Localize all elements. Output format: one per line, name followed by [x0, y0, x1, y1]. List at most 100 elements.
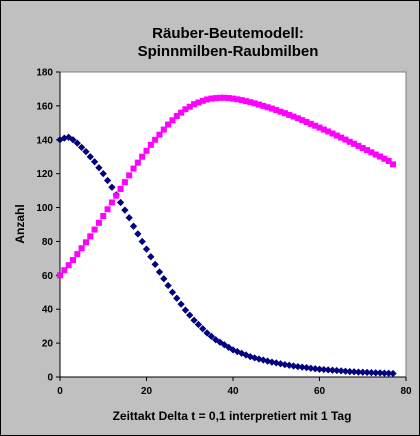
data-point-diamond [78, 143, 86, 152]
data-point-diamond [194, 320, 203, 329]
data-point-diamond [90, 158, 99, 166]
x-tick-label: 80 [400, 386, 412, 397]
data-point-diamond [220, 341, 228, 349]
data-point-diamond [298, 363, 306, 371]
data-point-diamond [281, 361, 289, 369]
data-point-square [390, 161, 397, 168]
data-point-diamond [186, 311, 194, 319]
data-point-square [113, 192, 120, 199]
y-tick-label: 160 [36, 101, 53, 112]
data-point-diamond [294, 363, 302, 371]
data-point-diamond [229, 346, 237, 354]
data-point-square [169, 117, 176, 124]
y-axis-ticks: 0 20 40 60 80 100 120 140 160 180 [36, 68, 60, 384]
data-point-square [134, 159, 141, 166]
data-point-diamond [151, 260, 159, 268]
data-point-diamond [212, 336, 220, 344]
data-point-diamond [307, 364, 315, 372]
data-point-square [178, 109, 185, 116]
data-point-diamond [160, 275, 168, 283]
data-point-diamond [65, 133, 73, 141]
data-point-square [65, 262, 72, 269]
data-point-diamond [311, 365, 319, 373]
data-point-diamond [173, 294, 181, 302]
data-point-diamond [99, 170, 107, 178]
data-point-diamond [207, 332, 215, 340]
chart-title-line-2: Spinnmilben-Raubmilben [138, 43, 319, 60]
y-tick-label: 40 [42, 305, 54, 316]
data-point-square [95, 219, 102, 226]
data-point-diamond [69, 136, 77, 144]
data-point-square [91, 226, 98, 233]
y-tick-label: 20 [42, 339, 54, 350]
data-point-diamond [134, 230, 142, 238]
y-tick-label: 180 [36, 68, 53, 79]
data-point-diamond [203, 329, 211, 337]
data-point-square [147, 141, 154, 148]
data-point-diamond [73, 139, 81, 147]
y-tick-label: 140 [36, 135, 53, 146]
data-point-diamond [302, 364, 311, 372]
data-point-diamond [289, 362, 298, 370]
data-point-diamond [168, 288, 177, 296]
data-point-square [160, 126, 167, 133]
data-point-square [82, 239, 89, 246]
data-point-diamond [190, 316, 198, 324]
y-tick-label: 0 [47, 373, 53, 384]
data-point-diamond [285, 361, 293, 369]
data-point-diamond [138, 237, 146, 246]
data-point-diamond [142, 245, 151, 253]
data-point-diamond [181, 306, 190, 314]
data-point-square [104, 206, 111, 213]
data-point-square [173, 113, 180, 120]
data-point-diamond [199, 325, 207, 333]
data-point-square [152, 136, 159, 143]
data-point-square [385, 157, 392, 164]
data-point-square [78, 245, 85, 252]
data-point-diamond [147, 253, 155, 261]
data-point-diamond [389, 369, 397, 378]
series-1 [56, 133, 397, 378]
data-point-diamond [116, 198, 125, 207]
data-point-diamond [103, 176, 112, 185]
x-axis-label: Zeittakt Delta t = 0,1 interpretiert mit… [113, 409, 352, 423]
data-point-square [143, 147, 150, 154]
data-point-square [130, 165, 137, 172]
y-tick-label: 60 [42, 271, 54, 282]
data-point-diamond [225, 343, 233, 351]
x-tick-label: 0 [57, 386, 63, 397]
data-point-square [156, 131, 163, 138]
series-layer [56, 94, 397, 378]
data-point-diamond [177, 300, 185, 308]
x-tick-label: 20 [141, 386, 153, 397]
data-point-diamond [86, 153, 94, 161]
data-point-square [139, 153, 146, 160]
data-point-square [56, 272, 63, 279]
data-point-square [126, 172, 133, 179]
chart-title-line-1: Räuber-Beutemodell: [152, 25, 304, 42]
series-2 [56, 94, 397, 279]
y-tick-label: 120 [36, 169, 53, 180]
x-axis-ticks: 0 20 40 60 80 [57, 377, 412, 397]
x-tick-label: 60 [314, 386, 326, 397]
data-point-diamond [216, 338, 224, 346]
y-tick-label: 80 [42, 237, 54, 248]
data-point-square [87, 233, 94, 240]
data-point-square [74, 251, 81, 258]
data-point-square [69, 257, 76, 264]
data-point-square [165, 121, 172, 128]
data-point-diamond [129, 222, 138, 230]
plot-area [59, 71, 407, 378]
data-point-square [121, 179, 128, 186]
data-point-square [100, 213, 107, 220]
y-tick-label: 100 [36, 203, 53, 214]
x-tick-label: 40 [227, 386, 239, 397]
data-point-diamond [155, 268, 164, 276]
y-axis-label: Anzahl [13, 204, 27, 243]
data-point-square [117, 185, 124, 192]
data-point-diamond [121, 206, 129, 214]
data-point-diamond [125, 214, 133, 222]
data-point-diamond [108, 183, 116, 191]
data-point-diamond [164, 281, 172, 290]
